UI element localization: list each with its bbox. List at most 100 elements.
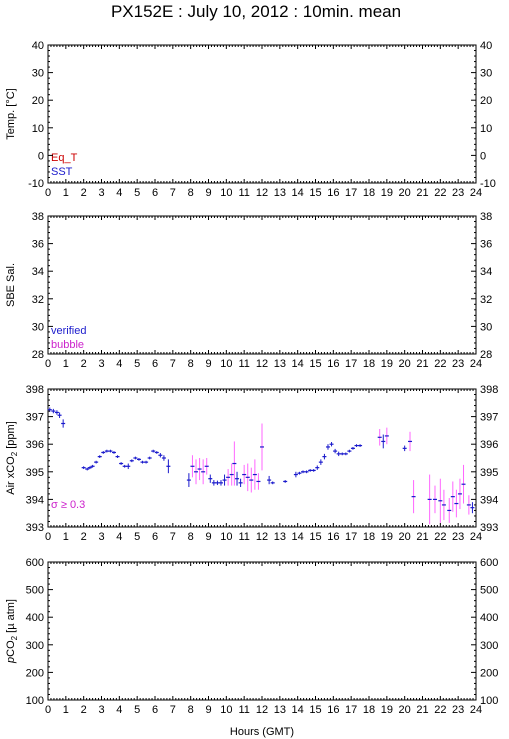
temp-xtick-label: 15 <box>309 187 321 199</box>
sal-xtick-label: 17 <box>345 358 357 370</box>
temp-xtick-label: 23 <box>452 187 464 199</box>
air-xtick-label: 0 <box>45 531 51 543</box>
air-xtick-label: 22 <box>434 531 446 543</box>
air-xco2-ylabel-sub: 2 <box>10 451 19 456</box>
sal-xtick-label: 0 <box>45 358 51 370</box>
pco2-ylabel: pCO2 [µ atm] <box>5 599 19 664</box>
sal-xtick-label: 10 <box>220 358 232 370</box>
temp-ytick-label-right: 30 <box>480 68 492 80</box>
air-xtick-label: 5 <box>134 531 140 543</box>
temp-ytick-label-right: 20 <box>480 95 492 107</box>
temp-xtick-label: 21 <box>416 187 428 199</box>
sal-ytick-label-left: 32 <box>32 294 44 306</box>
pco2-ytick-label-left: 100 <box>26 695 44 707</box>
temp-ytick-label-left: 40 <box>32 40 44 52</box>
pco2-ytick-label-right: 100 <box>480 695 498 707</box>
sal-xtick-label: 1 <box>63 358 69 370</box>
pco2-xtick-label: 16 <box>327 704 339 716</box>
temperature-panel: Temp. [°C] Eq_T SST <box>5 44 477 184</box>
pco2-xtick-label: 4 <box>116 704 122 716</box>
pco2-xtick-label: 23 <box>452 704 464 716</box>
sal-xtick-label: 5 <box>134 358 140 370</box>
air-xtick-label: 24 <box>470 531 482 543</box>
salinity-ylabel: SBE Sal. <box>5 263 17 307</box>
sal-xtick-label: 23 <box>452 358 464 370</box>
pco2-ytick-label-left: 400 <box>26 612 44 624</box>
legend-verified: verified <box>51 325 86 337</box>
sal-xtick-label: 3 <box>98 358 104 370</box>
sal-xtick-label: 11 <box>238 358 249 370</box>
pco2-xtick-label: 13 <box>274 704 286 716</box>
sal-xtick-label: 2 <box>81 358 87 370</box>
sal-xtick-label: 16 <box>327 358 339 370</box>
sal-xtick-label: 4 <box>116 358 122 370</box>
sal-ytick-label-right: 32 <box>480 294 492 306</box>
pco2-xtick-label: 7 <box>170 704 176 716</box>
temperature-plot-frame <box>47 44 477 184</box>
sal-xtick-label: 6 <box>152 358 158 370</box>
temp-xtick-label: 16 <box>327 187 339 199</box>
pco2-ylabel-p: p <box>5 657 17 664</box>
temp-xtick-label: 7 <box>170 187 176 199</box>
pco2-ytick-label-right: 600 <box>480 557 498 569</box>
pco2-ylabel-unit: [µ atm] <box>5 599 17 636</box>
air-xtick-label: 15 <box>309 531 321 543</box>
air-xco2-points <box>47 409 475 512</box>
temp-xtick-label: 17 <box>345 187 357 199</box>
temp-xtick-label: 19 <box>381 187 393 199</box>
sal-ytick-label-left: 34 <box>32 266 44 278</box>
air-ytick-label-right: 396 <box>480 439 498 451</box>
air-xtick-label: 4 <box>116 531 122 543</box>
sal-xtick-label: 18 <box>363 358 375 370</box>
sigma-annotation: σ ≥ 0.3 <box>51 499 85 511</box>
air-xco2-ylabel: Air xCO2 [ppm] <box>5 421 19 495</box>
sal-xtick-label: 8 <box>188 358 194 370</box>
temp-xtick-label: 2 <box>81 187 87 199</box>
air-xtick-label: 23 <box>452 531 464 543</box>
air-ytick-label-left: 393 <box>26 522 44 534</box>
axes-layer: 0 1 2 3 4 5 6 7 8 9 10 11 12 13 14 15 16 17 18 19 20 21 22 23 24… <box>26 40 499 716</box>
air-xtick-label: 7 <box>170 531 176 543</box>
air-xco2-ylabel-main: Air xCO <box>5 456 17 495</box>
temp-xtick-label: 14 <box>292 187 304 199</box>
pco2-xtick-label: 14 <box>292 704 304 716</box>
temperature-ylabel: Temp. [°C] <box>5 88 17 139</box>
air-xco2-panel: Air xCO2 [ppm] σ ≥ 0.3 <box>5 388 477 528</box>
sal-ytick-label-left: 36 <box>32 239 44 251</box>
air-xtick-label: 16 <box>327 531 339 543</box>
legend-bubble: bubble <box>51 339 84 351</box>
pco2-xtick-label: 6 <box>152 704 158 716</box>
pco2-xtick-label: 10 <box>220 704 232 716</box>
temp-xtick-label: 6 <box>152 187 158 199</box>
air-xtick-label: 14 <box>292 531 304 543</box>
sal-xtick-label: 12 <box>256 358 268 370</box>
air-xtick-label: 6 <box>152 531 158 543</box>
pco2-ytick-label-left: 600 <box>26 557 44 569</box>
air-ytick-label-right: 397 <box>480 412 498 424</box>
temp-xtick-label: 11 <box>238 187 249 199</box>
temp-ytick-label-left: 10 <box>32 123 44 135</box>
pco2-xtick-label: 17 <box>345 704 357 716</box>
temp-xtick-label: 10 <box>220 187 232 199</box>
pco2-xtick-label: 22 <box>434 704 446 716</box>
temp-xtick-label: 18 <box>363 187 375 199</box>
temp-xtick-label: 12 <box>256 187 268 199</box>
chart-title: PX152E : July 10, 2012 : 10min. mean <box>111 2 401 21</box>
pco2-xtick-label: 2 <box>81 704 87 716</box>
air-xco2-error-bars <box>49 407 473 525</box>
air-ytick-label-right: 393 <box>480 522 498 534</box>
pco2-xtick-label: 19 <box>381 704 393 716</box>
sal-ytick-label-right: 38 <box>480 211 492 223</box>
sal-ytick-label-left: 38 <box>32 211 44 223</box>
sal-xtick-label: 21 <box>416 358 428 370</box>
sal-xtick-label: 19 <box>381 358 393 370</box>
sal-xtick-label: 22 <box>434 358 446 370</box>
air-xtick-label: 13 <box>274 531 286 543</box>
temp-xtick-label: 4 <box>116 187 122 199</box>
temp-xtick-label: 24 <box>470 187 482 199</box>
x-axis-label: Hours (GMT) <box>230 726 294 738</box>
sal-ytick-label-right: 30 <box>480 321 492 333</box>
legend-eq-t: Eq_T <box>51 152 78 164</box>
air-xtick-label: 19 <box>381 531 393 543</box>
